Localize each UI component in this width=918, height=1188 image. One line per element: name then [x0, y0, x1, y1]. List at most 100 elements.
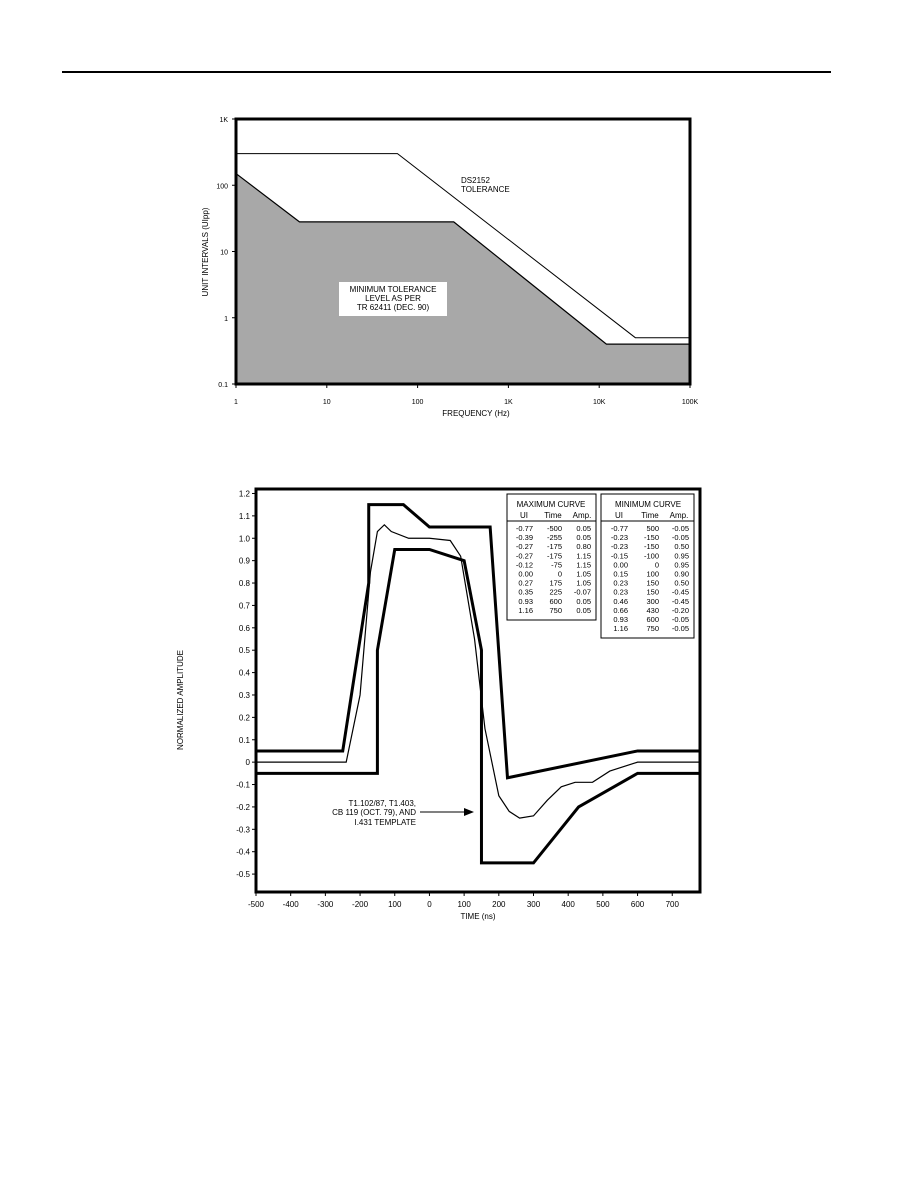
table-cell: 0.05: [576, 533, 591, 542]
x-tick-label: 400: [562, 900, 576, 909]
table-cell: 600: [549, 597, 562, 606]
table-cell: 0.93: [613, 615, 628, 624]
typical-pulse-line: [256, 523, 700, 819]
table-cell: 1.15: [576, 551, 591, 560]
template-label-arrowhead: [464, 808, 474, 816]
template-label-line3: I.431 TEMPLATE: [354, 818, 416, 827]
y-tick-label: 0.8: [239, 579, 251, 588]
table-cell: 300: [646, 597, 659, 606]
y-axis-ticks: 1.2 1.1 1.0 0.9 0.8 0.7 0.6 0.5 0.4 0.3 0.2 0.1 0 -0.…: [236, 489, 256, 879]
table-cell: 430: [646, 606, 659, 615]
table-cell: -255: [547, 533, 562, 542]
y-tick-label: 0.6: [239, 624, 251, 633]
y-tick-label: -0.1: [236, 781, 250, 790]
max-table-col-amp: Amp.: [573, 511, 592, 520]
min-tolerance-label-line2: LEVEL AS PER: [365, 294, 421, 303]
table-cell: 0.05: [576, 606, 591, 615]
min-table-rows: -0.77 500 -0.05 -0.23 -150 -0.05 -0.23 -150 0.50…: [611, 524, 689, 633]
x-tick-label: -300: [317, 900, 334, 909]
maximum-curve-table-title: MAXIMUM CURVE: [517, 500, 586, 509]
table-cell: 0.27: [518, 579, 533, 588]
y-tick-label: 1.0: [239, 534, 251, 543]
table-cell: 175: [549, 579, 562, 588]
ds2152-label-line2: TOLERANCE: [461, 185, 510, 194]
y-tick-label: 0.2: [239, 713, 251, 722]
maximum-curve-line: [256, 503, 700, 780]
template-curves-layer: [256, 503, 700, 865]
min-tolerance-label-line3: TR 62411 (DEC. 90): [357, 303, 430, 312]
template-label-box: [300, 797, 430, 829]
table-cell: -0.45: [672, 597, 689, 606]
table-cell: 500: [646, 524, 659, 533]
x-tick-label: 300: [527, 900, 541, 909]
table-cell: -0.05: [672, 624, 689, 633]
table-cell: 750: [549, 606, 562, 615]
table-cell: 0: [558, 570, 562, 579]
table-cell: -75: [551, 560, 562, 569]
table-cell: -500: [547, 524, 562, 533]
table-cell: -0.05: [672, 533, 689, 542]
page-top-rule: [62, 71, 831, 73]
max-table-rows: -0.77 -500 0.05 -0.39 -255 0.05 -0.27 -175 0.80 -…: [516, 524, 591, 615]
x-tick-label: -400: [283, 900, 300, 909]
table-cell: -0.05: [672, 615, 689, 624]
table-cell: -0.77: [516, 524, 533, 533]
y-tick-label: 100: [216, 183, 228, 190]
table-cell: -0.20: [672, 606, 689, 615]
table-cell: -175: [547, 551, 562, 560]
x-tick-label: 0: [427, 900, 432, 909]
table-cell: -150: [644, 533, 659, 542]
x-axis-label: TIME (ns): [460, 912, 495, 921]
ds2152-label-line1: DS2152: [461, 176, 490, 185]
x-tick-label: 600: [631, 900, 645, 909]
table-cell: -0.45: [672, 588, 689, 597]
y-axis-ticks: 0.1 1 10 100 1K: [216, 117, 236, 389]
table-cell: 1.05: [576, 570, 591, 579]
y-tick-label: 10: [220, 250, 228, 257]
y-axis-label: UNIT INTERVALS (UIpp): [201, 207, 210, 296]
jitter-tolerance-chart: 0.1 1 10 100 1K 1 10 100 1K 10K 100K DS2152 TOLER…: [201, 117, 698, 418]
table-cell: 0.50: [674, 542, 689, 551]
table-cell: 0.95: [674, 551, 689, 560]
y-tick-label: 1K: [219, 117, 228, 124]
min-tolerance-label-line1: MINIMUM TOLERANCE: [350, 285, 437, 294]
pulse-template-chart: MAXIMUM CURVE UI Time Amp. -0.77 -500 0.05…: [176, 487, 702, 921]
table-cell: 150: [646, 579, 659, 588]
template-label-line2: CB 119 (OCT. 79), AND: [332, 808, 416, 817]
table-cell: 0.35: [518, 588, 533, 597]
table-cell: 1.16: [613, 624, 628, 633]
table-cell: 0.90: [674, 570, 689, 579]
table-cell: -0.07: [574, 588, 591, 597]
y-tick-label: -0.2: [236, 803, 250, 812]
table-cell: 0.05: [576, 524, 591, 533]
minimum-curve-table-title: MINIMUM CURVE: [615, 500, 681, 509]
x-tick-label: 700: [666, 900, 680, 909]
y-tick-label: 0.7: [239, 601, 251, 610]
table-cell: 150: [646, 588, 659, 597]
y-tick-label: -0.3: [236, 825, 250, 834]
y-tick-label: 0.1: [218, 382, 228, 389]
y-tick-label: 0.9: [239, 557, 251, 566]
table-cell: 750: [646, 624, 659, 633]
table-cell: -0.15: [611, 551, 628, 560]
x-tick-label: 100: [388, 900, 402, 909]
y-tick-label: 0.3: [239, 691, 251, 700]
table-cell: -0.27: [516, 551, 533, 560]
table-cell: 1.15: [576, 560, 591, 569]
table-cell: -0.23: [611, 533, 628, 542]
table-cell: -150: [644, 542, 659, 551]
x-axis-label: FREQUENCY (Hz): [442, 409, 510, 418]
table-cell: 0.23: [613, 579, 628, 588]
table-cell: 0.46: [613, 597, 628, 606]
x-tick-label: 1: [234, 399, 238, 406]
y-tick-label: 1.2: [239, 489, 251, 498]
y-tick-label: 0.4: [239, 669, 251, 678]
min-table-col-time: Time: [641, 511, 659, 520]
y-tick-label: 0.5: [239, 646, 251, 655]
min-table-col-ui: UI: [615, 511, 623, 520]
max-table-col-time: Time: [544, 511, 562, 520]
table-cell: 0.00: [613, 560, 628, 569]
max-table-col-ui: UI: [520, 511, 528, 520]
x-tick-label: 1K: [504, 399, 513, 406]
table-cell: 0.93: [518, 597, 533, 606]
